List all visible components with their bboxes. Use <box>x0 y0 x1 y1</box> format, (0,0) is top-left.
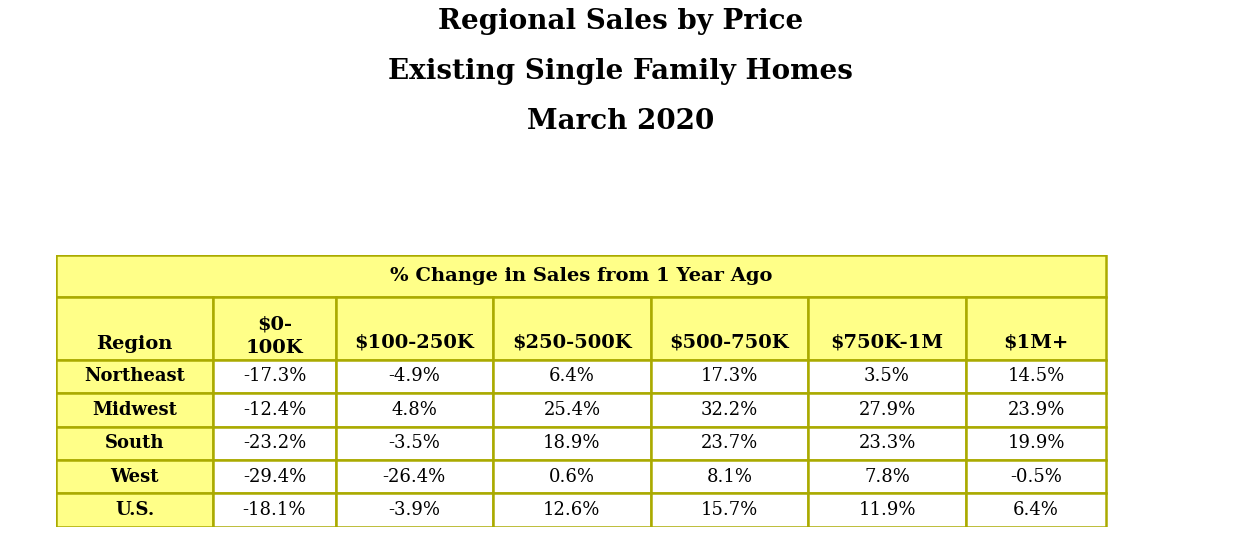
Bar <box>808 360 965 393</box>
Text: Midwest: Midwest <box>92 401 177 419</box>
Text: 19.9%: 19.9% <box>1008 434 1065 452</box>
Text: -3.5%: -3.5% <box>388 434 441 452</box>
Bar <box>56 298 213 360</box>
Text: $250-500K: $250-500K <box>513 333 632 351</box>
Text: $100-250K: $100-250K <box>355 333 474 351</box>
Bar <box>56 460 213 493</box>
Text: -26.4%: -26.4% <box>382 468 446 485</box>
Text: 7.8%: 7.8% <box>864 468 910 485</box>
Bar <box>650 460 808 493</box>
Bar <box>650 360 808 393</box>
Text: -17.3%: -17.3% <box>243 368 307 386</box>
Bar <box>335 298 493 360</box>
Text: % Change in Sales from 1 Year Ago: % Change in Sales from 1 Year Ago <box>390 267 772 285</box>
Text: 15.7%: 15.7% <box>701 501 758 519</box>
Text: 23.9%: 23.9% <box>1008 401 1065 419</box>
Text: -23.2%: -23.2% <box>243 434 307 452</box>
Bar <box>493 298 650 360</box>
Bar <box>56 493 213 527</box>
Bar <box>650 393 808 427</box>
Bar <box>213 427 335 460</box>
Bar <box>965 360 1106 393</box>
Bar <box>213 493 335 527</box>
Text: $750K-1M: $750K-1M <box>830 333 943 351</box>
Bar <box>493 493 650 527</box>
Text: 18.9%: 18.9% <box>544 434 601 452</box>
Text: -0.5%: -0.5% <box>1010 468 1062 485</box>
Text: 0.6%: 0.6% <box>549 468 594 485</box>
Bar <box>965 493 1106 527</box>
Bar <box>56 427 213 460</box>
Text: 3.5%: 3.5% <box>864 368 910 386</box>
Text: March 2020: March 2020 <box>527 108 714 135</box>
Bar <box>56 360 213 393</box>
Bar <box>965 460 1106 493</box>
Text: 17.3%: 17.3% <box>701 368 758 386</box>
Bar <box>493 393 650 427</box>
Bar <box>493 360 650 393</box>
Bar <box>335 360 493 393</box>
Text: Region: Region <box>97 335 172 353</box>
Text: -12.4%: -12.4% <box>243 401 307 419</box>
Text: 6.4%: 6.4% <box>1013 501 1059 519</box>
Text: $0-
100K: $0- 100K <box>246 315 303 357</box>
Bar <box>808 460 965 493</box>
Text: Regional Sales by Price: Regional Sales by Price <box>438 8 803 35</box>
Bar <box>335 493 493 527</box>
Text: 8.1%: 8.1% <box>706 468 752 485</box>
Text: 6.4%: 6.4% <box>549 368 594 386</box>
Bar <box>56 255 1106 298</box>
Text: 12.6%: 12.6% <box>544 501 601 519</box>
Bar <box>650 298 808 360</box>
Text: Existing Single Family Homes: Existing Single Family Homes <box>388 58 853 85</box>
Bar <box>808 493 965 527</box>
Text: 32.2%: 32.2% <box>701 401 758 419</box>
Bar <box>808 298 965 360</box>
Text: -29.4%: -29.4% <box>243 468 307 485</box>
Bar <box>965 427 1106 460</box>
Bar <box>213 298 335 360</box>
Text: 23.7%: 23.7% <box>701 434 758 452</box>
Bar <box>56 393 213 427</box>
Bar <box>335 393 493 427</box>
Text: 11.9%: 11.9% <box>859 501 916 519</box>
Bar <box>808 393 965 427</box>
Bar <box>965 298 1106 360</box>
Text: 14.5%: 14.5% <box>1008 368 1065 386</box>
Text: U.S.: U.S. <box>115 501 154 519</box>
Bar <box>965 393 1106 427</box>
Bar <box>213 360 335 393</box>
Text: South: South <box>105 434 164 452</box>
Bar <box>650 493 808 527</box>
Text: 27.9%: 27.9% <box>859 401 916 419</box>
Text: $500-750K: $500-750K <box>670 333 789 351</box>
Bar <box>493 460 650 493</box>
Text: -3.9%: -3.9% <box>388 501 441 519</box>
Text: West: West <box>110 468 159 485</box>
Bar <box>650 427 808 460</box>
Text: 25.4%: 25.4% <box>544 401 601 419</box>
Text: $1M+: $1M+ <box>1003 333 1069 351</box>
Bar <box>213 460 335 493</box>
Text: Northeast: Northeast <box>84 368 185 386</box>
Bar <box>335 460 493 493</box>
Text: 4.8%: 4.8% <box>391 401 437 419</box>
Text: -18.1%: -18.1% <box>243 501 307 519</box>
Bar <box>335 427 493 460</box>
Text: -4.9%: -4.9% <box>388 368 441 386</box>
Text: 23.3%: 23.3% <box>859 434 916 452</box>
Bar <box>213 393 335 427</box>
Bar <box>808 427 965 460</box>
Bar <box>493 427 650 460</box>
